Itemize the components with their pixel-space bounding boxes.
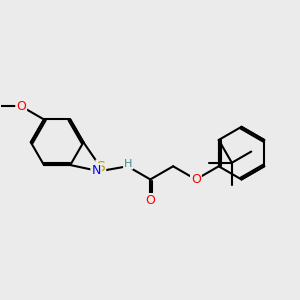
Text: O: O [146,194,155,207]
Text: N: N [91,164,101,177]
Text: H: H [124,159,132,169]
Text: O: O [191,173,201,186]
Text: O: O [16,100,26,113]
Text: S: S [96,160,105,175]
